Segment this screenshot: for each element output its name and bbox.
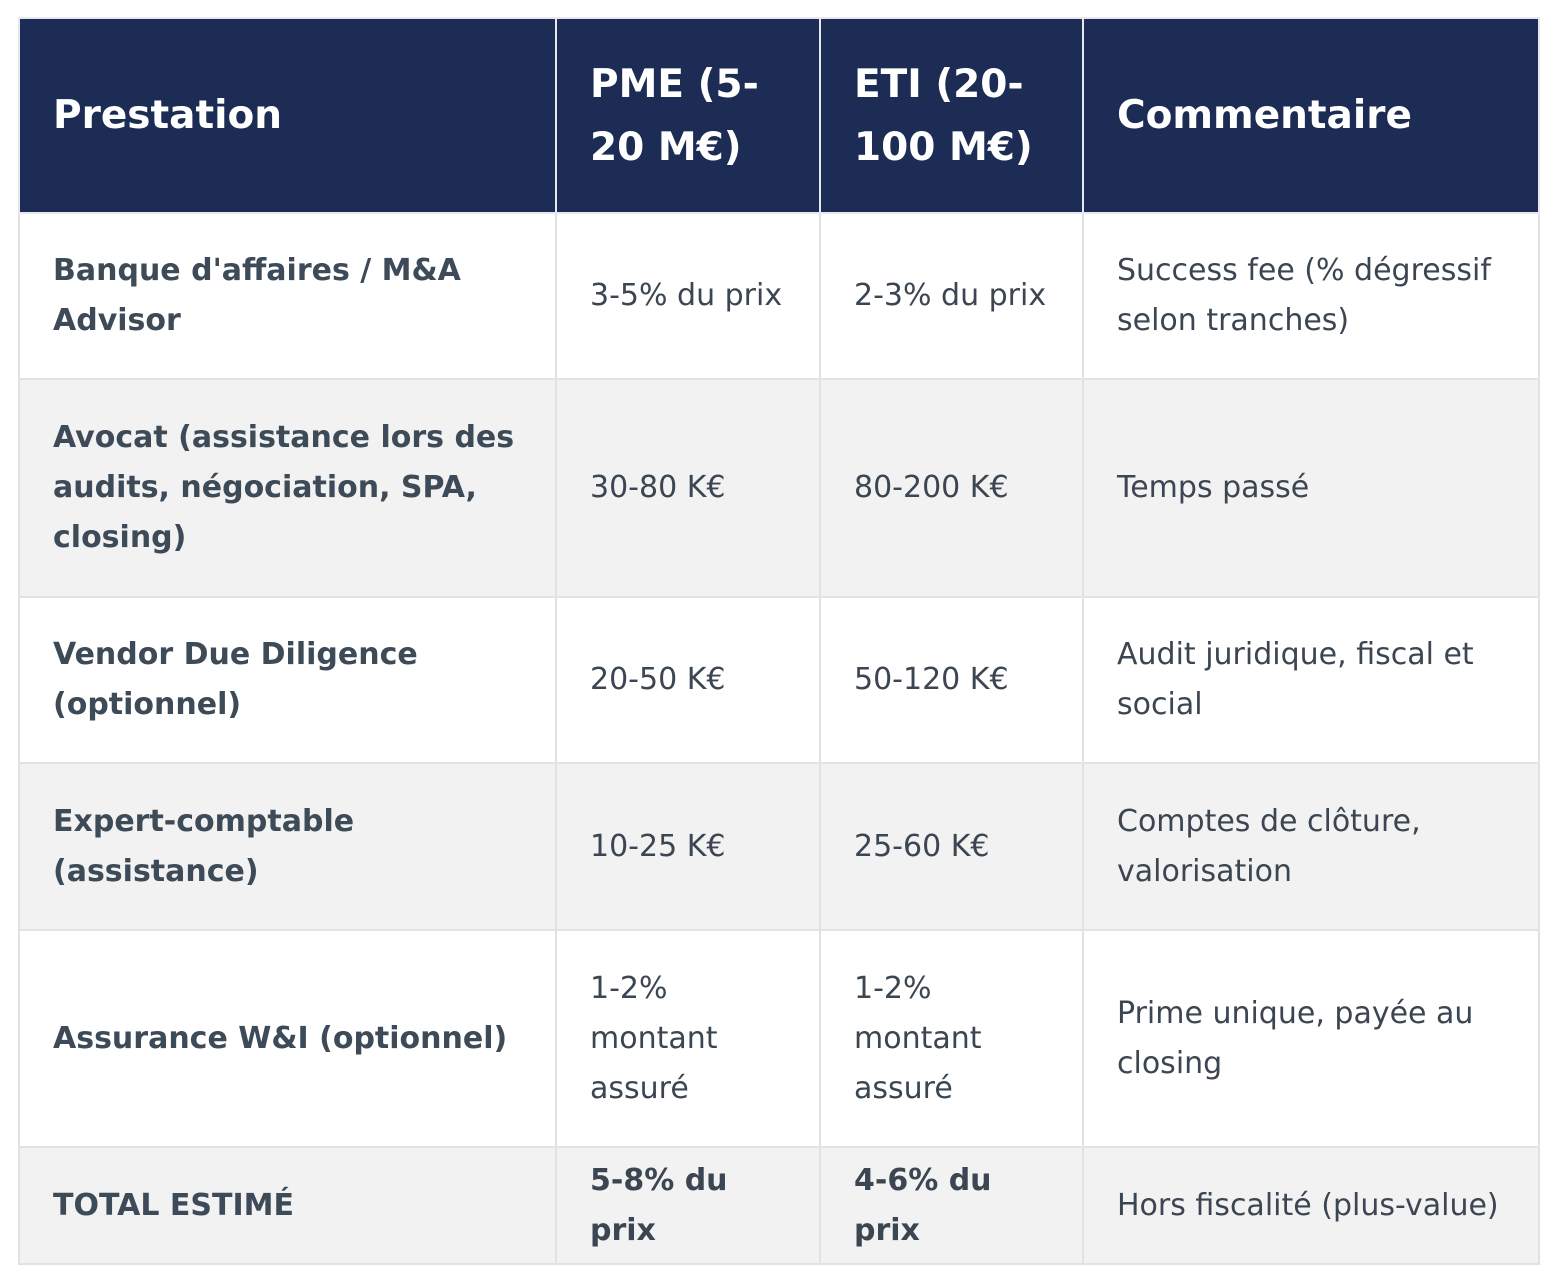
cell-eti: 25-60 K€ — [819, 762, 1084, 931]
cell-prestation: Banque d'affaires / M&A Advisor — [18, 212, 557, 380]
table-body: Banque d'affaires / M&A Advisor 3-5% du … — [18, 212, 1540, 1265]
fees-table-container: Prestation PME (5-20 M€) ETI (20-100 M€)… — [18, 17, 1540, 1265]
cell-commentaire: Prime unique, payée au closing — [1082, 929, 1540, 1148]
cell-commentaire: Temps passé — [1082, 378, 1540, 598]
header-row: Prestation PME (5-20 M€) ETI (20-100 M€)… — [18, 17, 1540, 214]
cell-total-commentaire: Hors fiscalité (plus-value) — [1082, 1146, 1540, 1265]
cell-eti: 80-200 K€ — [819, 378, 1084, 598]
fees-table: Prestation PME (5-20 M€) ETI (20-100 M€)… — [18, 17, 1540, 1265]
cell-total-eti: 4-6% du prix — [819, 1146, 1084, 1265]
cell-prestation: Expert-comptable (assistance) — [18, 762, 557, 931]
cell-commentaire: Success fee (% dégressif selon tranches) — [1082, 212, 1540, 380]
cell-commentaire: Audit juridique, fiscal et social — [1082, 596, 1540, 764]
cell-pme: 3-5% du prix — [555, 212, 821, 380]
cell-prestation: Vendor Due Diligence (optionnel) — [18, 596, 557, 764]
cell-commentaire: Comptes de clôture, valorisation — [1082, 762, 1540, 931]
table-row: Vendor Due Diligence (optionnel) 20-50 K… — [18, 596, 1540, 764]
table-row: Banque d'affaires / M&A Advisor 3-5% du … — [18, 212, 1540, 380]
cell-eti: 2-3% du prix — [819, 212, 1084, 380]
cell-total-pme: 5-8% du prix — [555, 1146, 821, 1265]
header-pme: PME (5-20 M€) — [555, 17, 821, 214]
cell-eti: 50-120 K€ — [819, 596, 1084, 764]
cell-pme: 20-50 K€ — [555, 596, 821, 764]
cell-prestation: Assurance W&I (optionnel) — [18, 929, 557, 1148]
table-header: Prestation PME (5-20 M€) ETI (20-100 M€)… — [18, 17, 1540, 214]
total-row: TOTAL ESTIMÉ 5-8% du prix 4-6% du prix H… — [18, 1146, 1540, 1265]
table-row: Assurance W&I (optionnel) 1-2% montant a… — [18, 929, 1540, 1148]
cell-pme: 30-80 K€ — [555, 378, 821, 598]
cell-pme: 10-25 K€ — [555, 762, 821, 931]
header-eti: ETI (20-100 M€) — [819, 17, 1084, 214]
cell-total-label: TOTAL ESTIMÉ — [18, 1146, 557, 1265]
table-row: Avocat (assistance lors des audits, négo… — [18, 378, 1540, 598]
cell-pme: 1-2% montant assuré — [555, 929, 821, 1148]
cell-prestation: Avocat (assistance lors des audits, négo… — [18, 378, 557, 598]
header-commentaire: Commentaire — [1082, 17, 1540, 214]
header-prestation: Prestation — [18, 17, 557, 214]
table-row: Expert-comptable (assistance) 10-25 K€ 2… — [18, 762, 1540, 931]
cell-eti: 1-2% montant assuré — [819, 929, 1084, 1148]
